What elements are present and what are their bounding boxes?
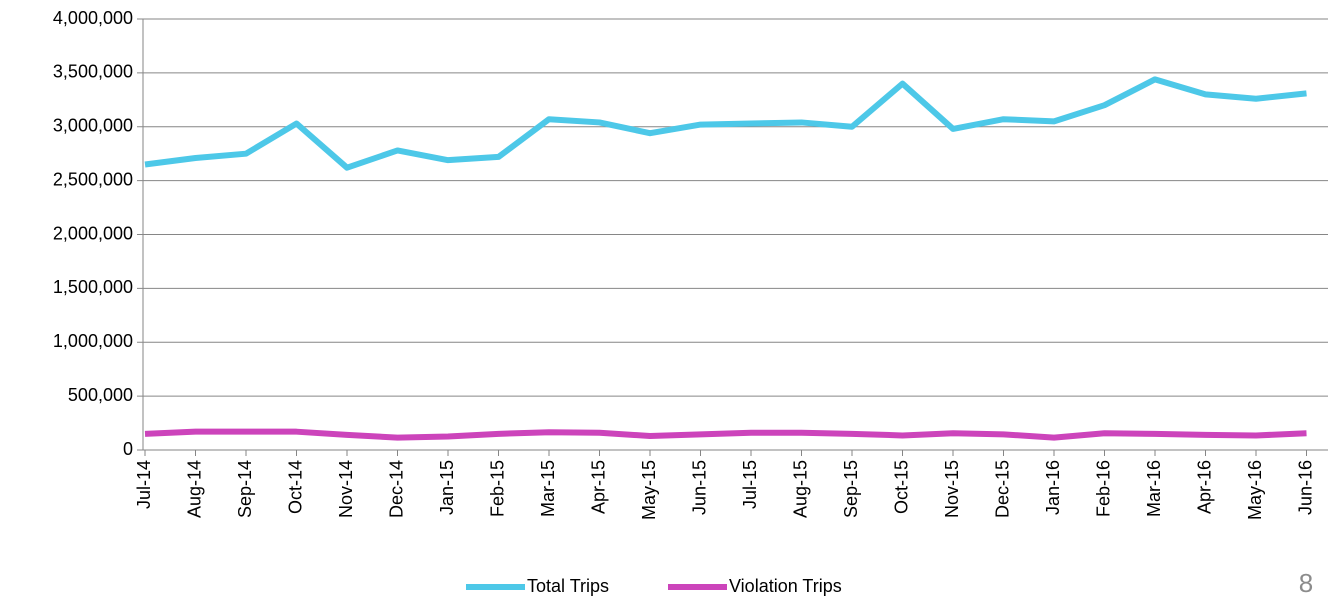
x-tick-label: Sep-14 <box>235 460 255 518</box>
x-tick-label: Apr-15 <box>588 460 608 514</box>
x-tick-label: Jun-15 <box>689 460 709 515</box>
y-tick-label: 500,000 <box>68 385 133 405</box>
x-tick-label: Nov-15 <box>942 460 962 518</box>
x-tick-label: Feb-16 <box>1093 460 1113 517</box>
x-tick-label: Mar-16 <box>1144 460 1164 517</box>
legend-label: Total Trips <box>527 576 609 596</box>
y-tick-label: 2,500,000 <box>53 169 133 189</box>
x-tick-label: Jan-16 <box>1043 460 1063 515</box>
x-tick-label: Mar-15 <box>538 460 558 517</box>
x-tick-label: May-16 <box>1245 460 1265 520</box>
x-tick-label: Dec-14 <box>386 460 406 518</box>
y-tick-label: 3,000,000 <box>53 116 133 136</box>
x-tick-label: Jan-15 <box>437 460 457 515</box>
x-tick-label: Nov-14 <box>336 460 356 518</box>
x-tick-label: Apr-16 <box>1194 460 1214 514</box>
y-tick-label: 1,500,000 <box>53 277 133 297</box>
y-tick-label: 3,500,000 <box>53 62 133 82</box>
x-tick-label: Dec-15 <box>992 460 1012 518</box>
y-tick-label: 0 <box>123 439 133 459</box>
x-tick-label: Oct-15 <box>891 460 911 514</box>
x-tick-label: Aug-14 <box>184 460 204 518</box>
y-tick-label: 4,000,000 <box>53 8 133 28</box>
x-tick-label: Feb-15 <box>487 460 507 517</box>
y-tick-label: 1,000,000 <box>53 331 133 351</box>
x-tick-label: Jun-16 <box>1295 460 1315 515</box>
series-line <box>144 76 1307 171</box>
x-tick-label: Oct-14 <box>285 460 305 514</box>
series-line <box>144 428 1307 441</box>
x-tick-label: Sep-15 <box>841 460 861 518</box>
x-tick-label: Jul-15 <box>740 460 760 509</box>
x-tick-label: May-15 <box>639 460 659 520</box>
x-tick-label: Aug-15 <box>790 460 810 518</box>
x-tick-label: Jul-14 <box>134 460 154 509</box>
y-tick-label: 2,000,000 <box>53 223 133 243</box>
page-number: 8 <box>1299 568 1313 598</box>
legend-label: Violation Trips <box>729 576 842 596</box>
